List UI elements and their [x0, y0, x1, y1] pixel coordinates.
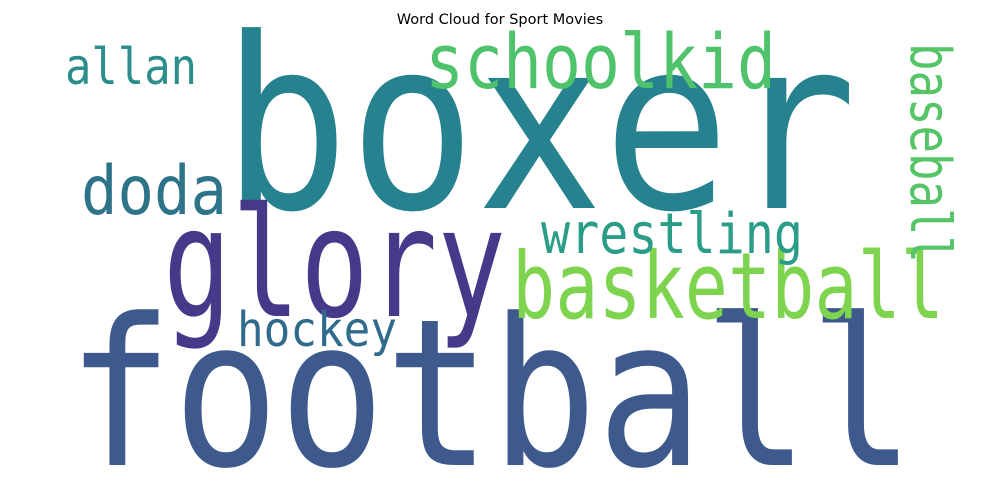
word-basketball: basketball: [512, 233, 944, 340]
word-football: football: [67, 276, 915, 500]
word-hockey: hockey: [237, 302, 397, 358]
word-baseball: baseball: [897, 43, 962, 263]
word-boxer: boxer: [222, 0, 857, 265]
word-glory: glory: [163, 175, 506, 352]
word-allan: allan: [65, 38, 197, 96]
chart-title: Word Cloud for Sport Movies: [396, 12, 604, 28]
word-doda: doda: [81, 152, 227, 231]
word-wrestling: wrestling: [541, 202, 803, 267]
word-schoolkid: schoolkid: [425, 17, 776, 106]
